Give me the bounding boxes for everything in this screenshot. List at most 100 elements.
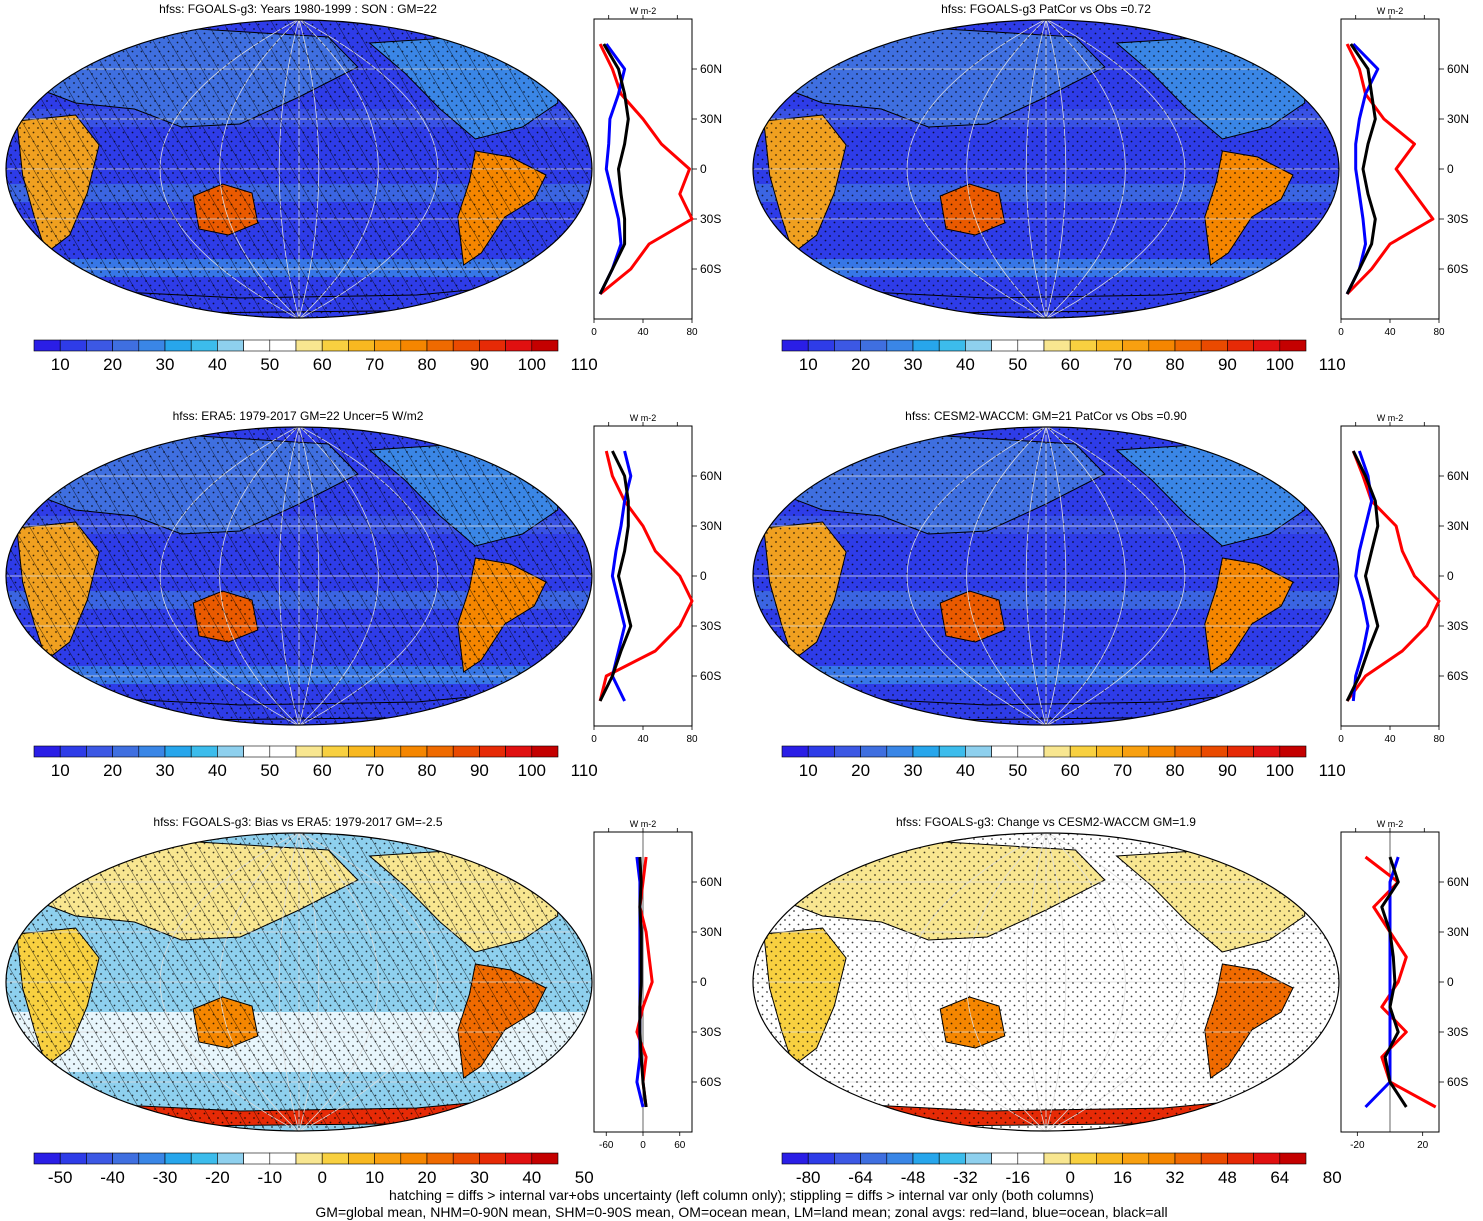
- map-outline: [5, 19, 593, 319]
- colorbar-swatch: [164, 339, 192, 352]
- colorbar-swatch: [269, 339, 297, 352]
- colorbar-swatch: [505, 339, 533, 352]
- colorbar-3: 10 20 30 40 50 60 70 80 90 100 110: [33, 745, 598, 780]
- zonal-x-tick-label: 80: [686, 327, 698, 338]
- colorbar-swatch: [938, 339, 966, 352]
- colorbar-swatch: [1279, 339, 1307, 352]
- colorbar-tick-label: 40: [956, 761, 975, 780]
- colorbar-swatch: [1017, 1152, 1045, 1165]
- zonal-lat-label: 30N: [700, 925, 722, 939]
- colorbar-swatch: [1043, 1152, 1071, 1165]
- map-outline: [752, 832, 1340, 1132]
- zonal-lat-label: 30S: [700, 1025, 721, 1039]
- colorbar-swatch: [269, 1152, 297, 1165]
- zonal-lat-label: 0: [700, 975, 707, 989]
- colorbar-swatch: [991, 745, 1019, 758]
- colorbar-tick-label: 80: [418, 355, 437, 374]
- colorbar-tick-label: 70: [1113, 355, 1132, 374]
- colorbar-tick-label: 100: [1266, 355, 1294, 374]
- zonal-lat-label: 60S: [1447, 669, 1468, 683]
- zonal-x-tick-label: -60: [599, 1140, 614, 1151]
- zonal-lat-label: 60S: [700, 262, 721, 276]
- colorbar-swatch: [138, 1152, 166, 1165]
- stippling-overlay: [6, 20, 592, 318]
- colorbar-swatch: [1227, 1152, 1254, 1165]
- footer-note-2: GM=global mean, NHM=0-90N mean, SHM=0-90…: [315, 1204, 1168, 1220]
- colorbar-4: 10 20 30 40 50 60 70 80 90 100 110: [781, 745, 1346, 780]
- zonal-lat-label: 30N: [700, 519, 722, 533]
- panel-title-4: hfss: CESM2-WACCM: GM=21 PatCor vs Obs =…: [905, 409, 1187, 423]
- zonal-lat-label: 60N: [1447, 62, 1469, 76]
- colorbar-1: 10 20 30 40 50 60 70 80 90 100 110: [33, 339, 598, 374]
- colorbar-swatch: [834, 745, 861, 758]
- colorbar-swatch: [1174, 745, 1202, 758]
- zonal-lat-label: 30S: [700, 619, 721, 633]
- colorbar-swatch: [781, 745, 809, 758]
- map-outline: [5, 832, 593, 1132]
- zonal-lat-label: 30N: [1447, 112, 1469, 126]
- colorbar-tick-label: 30: [156, 355, 175, 374]
- zonal-x-tick-label: 80: [686, 734, 698, 745]
- colorbar-swatch: [452, 1152, 480, 1165]
- zonal-mean-panel-3: W m-2 60N 30N 0 30S 60S 0 40 80: [591, 413, 722, 745]
- colorbar-tick-label: 40: [208, 761, 227, 780]
- colorbar-swatch: [33, 745, 61, 758]
- colorbar-tick-label: 90: [1218, 355, 1237, 374]
- colorbar-tick-label: 20: [418, 1168, 437, 1187]
- colorbar-swatch: [348, 339, 375, 352]
- colorbar-tick-label: 90: [470, 355, 489, 374]
- map-panel-5: [5, 832, 593, 1132]
- colorbar-swatch: [1148, 1152, 1176, 1165]
- colorbar-swatch: [1174, 339, 1202, 352]
- stippling-overlay: [753, 20, 1339, 318]
- colorbar-swatch: [1122, 339, 1150, 352]
- colorbar-tick-label: 40: [208, 355, 227, 374]
- colorbar-swatch: [531, 1152, 559, 1165]
- colorbar-swatch: [374, 339, 402, 352]
- colorbar-swatch: [452, 745, 480, 758]
- colorbar-tick-label: 70: [365, 355, 384, 374]
- colorbar-tick-label: 10: [365, 1168, 384, 1187]
- panel-title-5: hfss: FGOALS-g3: Bias vs ERA5: 1979-2017…: [153, 815, 443, 829]
- colorbar-swatch: [1122, 1152, 1150, 1165]
- zonal-lat-label: 30S: [700, 212, 721, 226]
- colorbar-tick-label: -50: [48, 1168, 73, 1187]
- colorbar-tick-label: 60: [313, 761, 332, 780]
- zonal-lat-label: 0: [1447, 162, 1454, 176]
- colorbar-swatch: [1174, 1152, 1202, 1165]
- colorbar-swatch: [400, 339, 428, 352]
- colorbar-swatch: [1017, 745, 1045, 758]
- colorbar-tick-label: 110: [1319, 355, 1346, 374]
- colorbar-swatch: [112, 1152, 140, 1165]
- zonal-lat-label: 60N: [1447, 469, 1469, 483]
- colorbar-swatch: [374, 1152, 402, 1165]
- colorbar-swatch: [1069, 1152, 1097, 1165]
- zonal-lat-label: 30N: [700, 112, 722, 126]
- zonal-x-tick-label: 60: [674, 1140, 686, 1151]
- zonal-unit-label: W m-2: [1377, 819, 1404, 829]
- zonal-lat-label: 60S: [1447, 1075, 1468, 1089]
- colorbar-swatch: [452, 339, 480, 352]
- colorbar-swatch: [991, 1152, 1019, 1165]
- colorbar-swatch: [938, 745, 966, 758]
- colorbar-swatch: [781, 339, 809, 352]
- colorbar-swatch: [860, 1152, 888, 1165]
- zonal-mean-panel-1: W m-2 60N 30N 0 30S 60S 0 40 80: [591, 6, 722, 338]
- colorbar-swatch: [426, 1152, 454, 1165]
- colorbar-swatch: [138, 339, 166, 352]
- zonal-unit-label: W m-2: [630, 819, 657, 829]
- colorbar-swatch: [86, 339, 113, 352]
- map-outline: [752, 19, 1340, 319]
- colorbar-swatch: [1253, 339, 1281, 352]
- colorbar-swatch: [426, 339, 454, 352]
- zonal-series-land: [598, 450, 694, 702]
- colorbar-swatch: [190, 745, 218, 758]
- colorbar-tick-label: 50: [1008, 761, 1027, 780]
- panel-title-6: hfss: FGOALS-g3: Change vs CESM2-WACCM G…: [896, 815, 1196, 829]
- colorbar-swatch: [912, 339, 940, 352]
- colorbar-swatch: [1279, 745, 1307, 758]
- zonal-x-tick-label: 0: [591, 734, 597, 745]
- panel-title-2: hfss: FGOALS-g3 PatCor vs Obs =0.72: [941, 2, 1151, 16]
- zonal-unit-label: W m-2: [630, 6, 657, 16]
- zonal-lat-label: 30N: [1447, 519, 1469, 533]
